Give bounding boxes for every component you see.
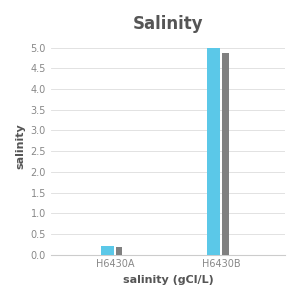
Y-axis label: salinity: salinity (15, 123, 25, 169)
Bar (101, 246, 114, 255)
Bar (222, 52, 229, 255)
Bar (207, 48, 220, 255)
Title: Salinity: Salinity (133, 15, 203, 33)
Bar (116, 247, 122, 255)
X-axis label: salinity (gCl/L): salinity (gCl/L) (123, 275, 213, 285)
